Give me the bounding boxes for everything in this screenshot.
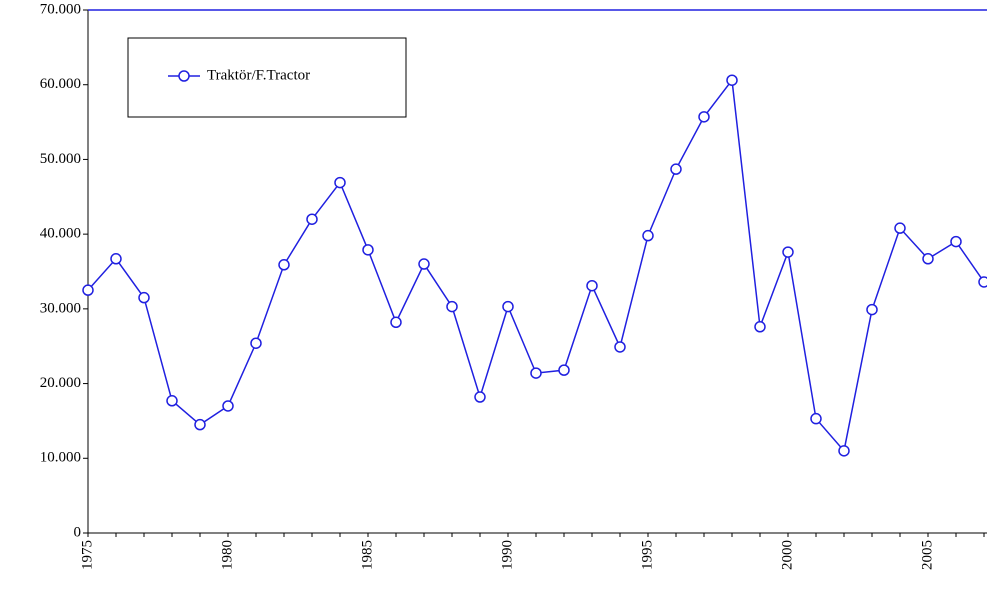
point	[810, 412, 822, 425]
point	[614, 341, 626, 353]
point	[390, 316, 402, 329]
point	[866, 303, 878, 316]
point	[362, 244, 374, 256]
y-tick-label: 30.000	[40, 300, 81, 316]
x-tick-label: 1975	[79, 540, 95, 570]
point	[586, 279, 598, 292]
point	[754, 321, 766, 333]
point	[110, 253, 122, 265]
point	[82, 284, 94, 296]
point	[446, 300, 458, 313]
y-tick-label: 40.000	[40, 226, 81, 242]
y-tick-label: 60.000	[40, 76, 81, 92]
legend-box	[127, 37, 407, 118]
point	[250, 337, 262, 349]
legend-label: Traktör/F.Tractor	[207, 67, 310, 83]
point	[978, 276, 987, 288]
point	[194, 418, 206, 431]
point	[698, 111, 710, 123]
legend-marker	[178, 70, 190, 82]
y-tick-label: 70.000	[40, 1, 81, 17]
x-tick-label: 2000	[779, 540, 795, 570]
x-tick-label: 1995	[639, 540, 655, 570]
x-tick-label: 1990	[499, 540, 515, 570]
point	[502, 300, 514, 313]
point	[838, 445, 850, 457]
y-tick-label: 10.000	[40, 450, 81, 466]
point	[474, 391, 486, 403]
point	[138, 291, 150, 304]
point	[278, 259, 290, 271]
point	[922, 253, 934, 265]
point	[782, 246, 794, 258]
point	[306, 213, 318, 225]
x-tick-label: 1980	[219, 540, 235, 570]
point	[558, 364, 570, 376]
point	[530, 367, 542, 379]
point	[950, 235, 962, 248]
point	[670, 163, 682, 175]
series-line	[87, 78, 985, 453]
point	[222, 400, 234, 412]
y-tick-label: 0	[74, 524, 82, 540]
point	[642, 229, 654, 242]
point	[726, 74, 738, 86]
point	[418, 258, 430, 270]
x-tick-label: 1985	[359, 540, 375, 570]
x-tick-label: 2005	[919, 540, 935, 570]
y-tick-label: 20.000	[40, 375, 81, 391]
point	[166, 395, 178, 407]
point	[894, 222, 906, 234]
y-tick-label: 50.000	[40, 151, 81, 167]
point	[334, 176, 346, 189]
